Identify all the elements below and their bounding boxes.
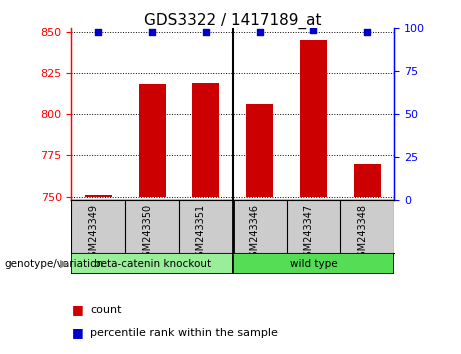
Text: GSM243350: GSM243350 [142, 204, 152, 263]
Bar [85, 195, 112, 197]
Bar [246, 104, 273, 197]
Point [256, 29, 263, 35]
Bar [354, 164, 381, 197]
Point [202, 29, 210, 35]
Bar [300, 40, 327, 197]
Bar [139, 85, 165, 197]
Point [364, 29, 371, 35]
Text: ■: ■ [71, 326, 83, 339]
Bar [193, 83, 219, 197]
Point [95, 29, 102, 35]
Text: beta-catenin knockout: beta-catenin knockout [94, 259, 211, 269]
Text: GSM243351: GSM243351 [196, 204, 206, 263]
FancyBboxPatch shape [233, 253, 394, 274]
Text: GSM243347: GSM243347 [303, 204, 313, 263]
Text: GSM243349: GSM243349 [89, 204, 98, 263]
Text: percentile rank within the sample: percentile rank within the sample [90, 328, 278, 338]
Text: ▶: ▶ [60, 259, 68, 269]
Text: count: count [90, 305, 121, 315]
Text: ■: ■ [71, 303, 83, 316]
Point [148, 29, 156, 35]
Text: genotype/variation: genotype/variation [5, 259, 104, 269]
FancyBboxPatch shape [71, 253, 233, 274]
Text: GSM243348: GSM243348 [357, 204, 367, 263]
Text: wild type: wild type [290, 259, 337, 269]
Text: GSM243346: GSM243346 [250, 204, 260, 263]
Text: GDS3322 / 1417189_at: GDS3322 / 1417189_at [144, 12, 322, 29]
Point [310, 27, 317, 33]
